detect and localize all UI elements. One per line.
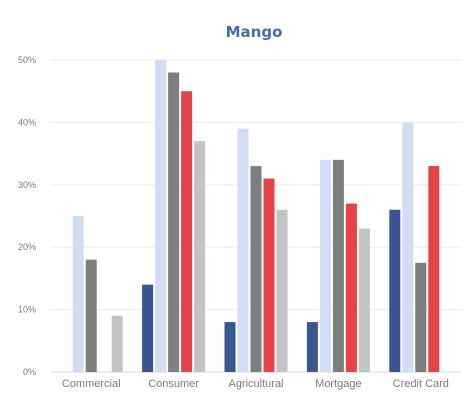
chart-title: Mango xyxy=(226,23,283,41)
x-axis-categories: Commercial Consumer Agricultural Mortgage Cr… xyxy=(62,378,449,390)
bar xyxy=(111,315,123,372)
bar xyxy=(319,159,331,372)
x-category-label: Agricultural xyxy=(228,378,283,390)
bar xyxy=(250,166,262,372)
bar xyxy=(181,91,193,372)
bar xyxy=(358,228,370,372)
bar xyxy=(428,166,440,372)
bar xyxy=(306,322,318,372)
bar xyxy=(168,72,180,372)
bar xyxy=(345,203,357,372)
x-category-label: Consumer xyxy=(148,378,199,390)
y-tick-label: 40% xyxy=(18,117,36,127)
bar xyxy=(194,141,206,372)
bar xyxy=(332,159,344,372)
y-tick-label: 50% xyxy=(18,55,36,65)
bar xyxy=(142,284,154,372)
bar xyxy=(224,322,236,372)
bar xyxy=(263,178,275,372)
bar xyxy=(72,216,84,372)
x-category-label: Mortgage xyxy=(315,378,361,390)
y-tick-label: 20% xyxy=(18,242,36,252)
x-category-label: Credit Card xyxy=(393,378,449,390)
bar xyxy=(276,209,288,372)
y-axis-ticks: 0% 10% 20% 30% 40% 50% xyxy=(18,55,36,377)
bars xyxy=(72,60,440,373)
y-tick-label: 30% xyxy=(18,180,36,190)
bar xyxy=(415,262,427,372)
bar xyxy=(85,259,97,372)
bar xyxy=(389,209,401,372)
y-tick-label: 10% xyxy=(18,305,36,315)
bar xyxy=(237,128,249,372)
bar xyxy=(155,60,167,372)
bar xyxy=(402,122,414,373)
y-tick-label: 0% xyxy=(23,367,36,377)
x-category-label: Commercial xyxy=(62,378,121,390)
